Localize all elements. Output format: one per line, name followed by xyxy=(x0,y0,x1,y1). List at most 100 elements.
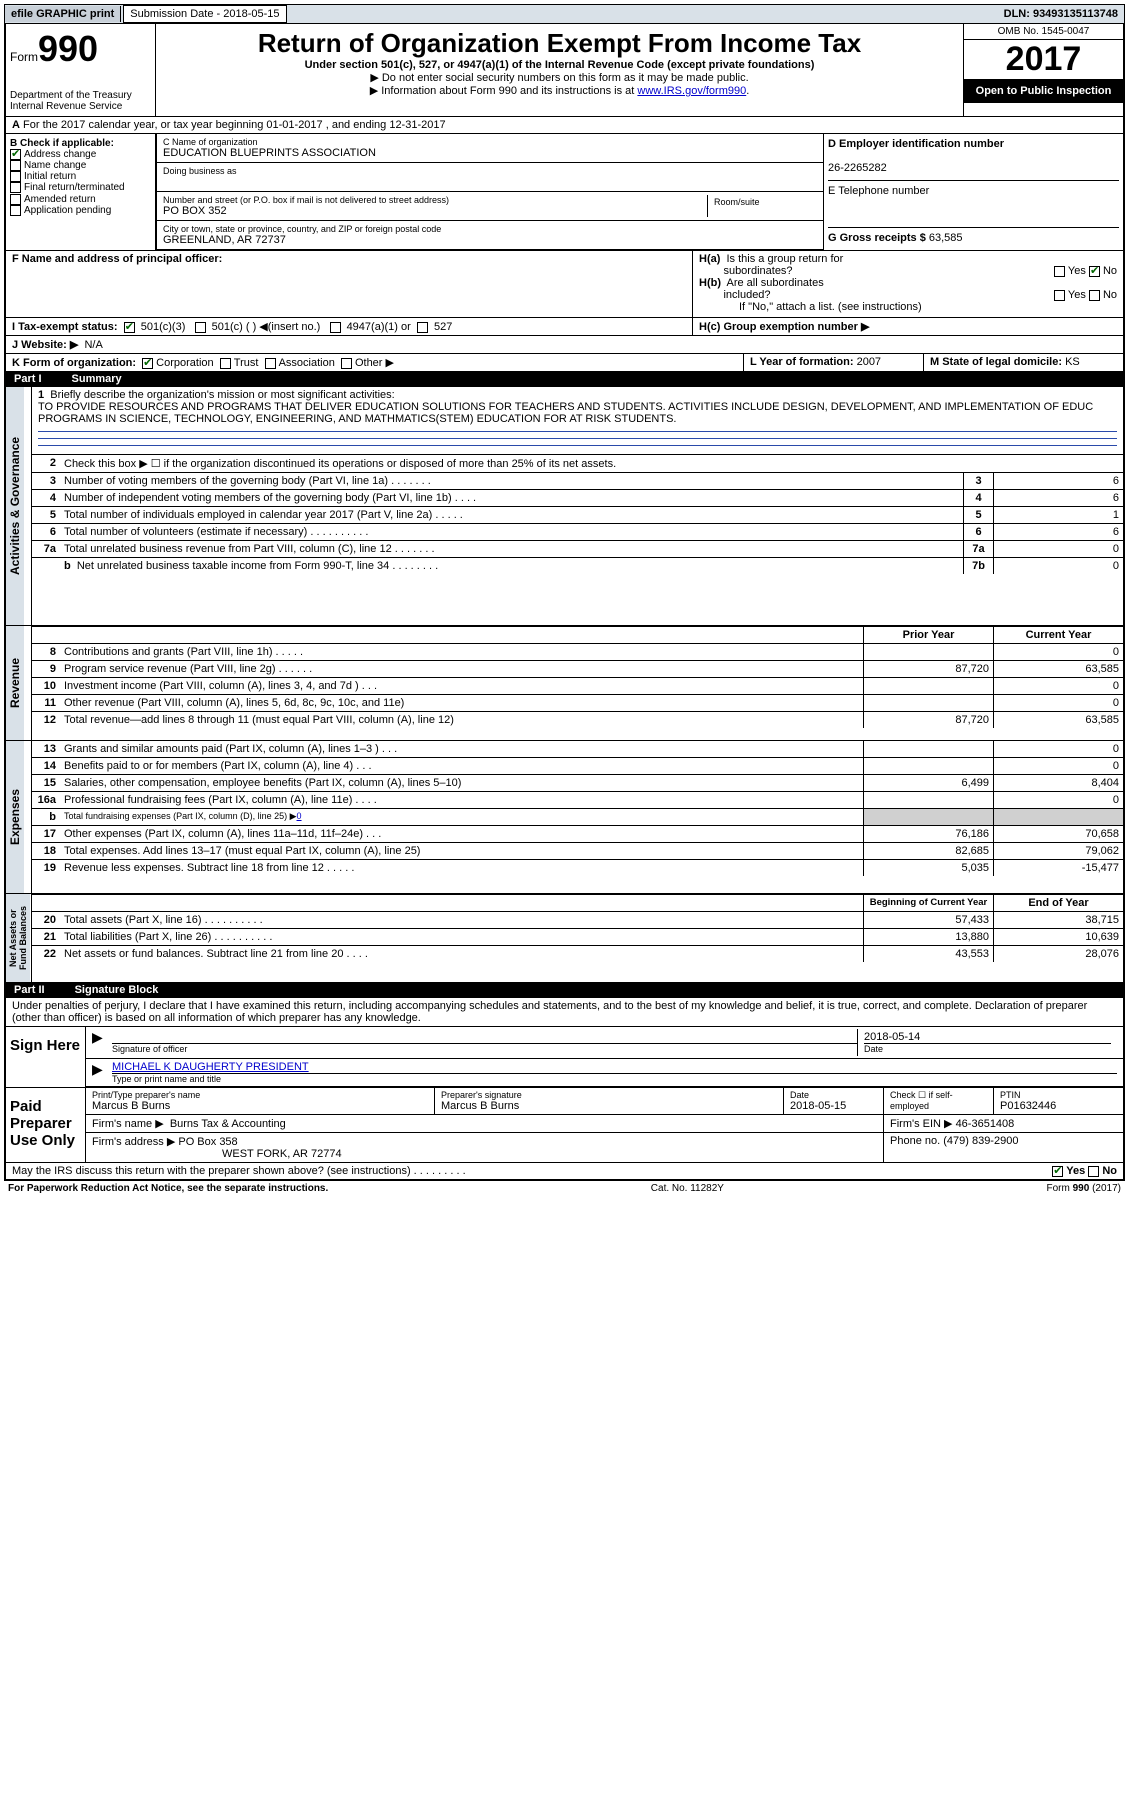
city: GREENLAND, AR 72737 xyxy=(163,234,817,246)
l5: Total number of individuals employed in … xyxy=(60,507,963,523)
k-other[interactable] xyxy=(341,358,352,369)
l7b: b Net unrelated business taxable income … xyxy=(60,558,963,574)
side-ag: Activities & Governance xyxy=(6,387,24,625)
ein: 26-2265282 xyxy=(828,162,887,174)
irs-link[interactable]: www.IRS.gov/form990 xyxy=(637,85,746,97)
side-exp: Expenses xyxy=(6,741,24,893)
l-lbl: L Year of formation: xyxy=(750,356,854,368)
part1-lbl: Part I xyxy=(14,373,42,385)
firm-ein: 46-3651408 xyxy=(956,1118,1015,1130)
l14: Benefits paid to or for members (Part IX… xyxy=(60,758,863,774)
cy17: 70,658 xyxy=(993,826,1123,842)
part1-title: Summary xyxy=(72,373,122,385)
foot-l: For Paperwork Reduction Act Notice, see … xyxy=(8,1183,328,1194)
sub2: ▶ Do not enter social security numbers o… xyxy=(160,71,959,84)
sig-date-lbl: Date xyxy=(864,1043,1111,1054)
firm-addr1: PO Box 358 xyxy=(178,1136,237,1148)
self-emp: Check ☐ if self-employed xyxy=(883,1088,993,1114)
py22: 43,553 xyxy=(863,946,993,962)
ha: H(a) Is this a group return for subordin… xyxy=(699,253,1117,277)
hb-no[interactable] xyxy=(1089,290,1100,301)
l12: Total revenue—add lines 8 through 11 (mu… xyxy=(60,712,863,728)
eoy-hdr: End of Year xyxy=(993,895,1123,911)
i-527[interactable] xyxy=(417,322,428,333)
dept: Department of the TreasuryInternal Reven… xyxy=(10,90,151,112)
firm-name: Burns Tax & Accounting xyxy=(170,1118,286,1130)
l9: Program service revenue (Part VIII, line… xyxy=(60,661,863,677)
foot-r: Form 990 (2017) xyxy=(1047,1183,1121,1194)
k-corp[interactable] xyxy=(142,358,153,369)
mission-q: Briefly describe the organization's miss… xyxy=(50,389,394,401)
street-lbl: Number and street (or P.O. box if mail i… xyxy=(163,195,707,205)
preparer-sig: Marcus B Burns xyxy=(441,1100,777,1112)
domicile: KS xyxy=(1065,356,1080,368)
l22: Net assets or fund balances. Subtract li… xyxy=(60,946,863,962)
chk-app[interactable] xyxy=(10,205,21,216)
ha-yes[interactable] xyxy=(1054,266,1065,277)
ha-no[interactable] xyxy=(1089,266,1100,277)
l16a: Professional fundraising fees (Part IX, … xyxy=(60,792,863,808)
hb-yes[interactable] xyxy=(1054,290,1065,301)
cy15: 8,404 xyxy=(993,775,1123,791)
open-public: Open to Public Inspection xyxy=(964,79,1123,103)
omb: OMB No. 1545-0047 xyxy=(964,24,1123,39)
side-net: Net Assets or Fund Balances xyxy=(6,894,30,982)
v5: 1 xyxy=(993,507,1123,523)
type-lbl: Type or print name and title xyxy=(112,1073,1117,1084)
hc: H(c) Group exemption number ▶ xyxy=(699,321,869,333)
mission: TO PROVIDE RESOURCES AND PROGRAMS THAT D… xyxy=(38,401,1093,425)
cy13: 0 xyxy=(993,741,1123,757)
year-formation: 2007 xyxy=(857,356,881,368)
c-name-lbl: C Name of organization xyxy=(163,137,817,147)
cy11: 0 xyxy=(993,695,1123,711)
dln: DLN: 93493135113748 xyxy=(998,6,1124,22)
cy20: 38,715 xyxy=(993,912,1123,928)
cy16a: 0 xyxy=(993,792,1123,808)
chk-address[interactable] xyxy=(10,149,21,160)
l11: Other revenue (Part VIII, column (A), li… xyxy=(60,695,863,711)
l15: Salaries, other compensation, employee b… xyxy=(60,775,863,791)
chk-amended[interactable] xyxy=(10,194,21,205)
sig-date: 2018-05-14 xyxy=(864,1031,920,1043)
discuss-yes[interactable] xyxy=(1052,1166,1063,1177)
py9: 87,720 xyxy=(863,661,993,677)
py21: 13,880 xyxy=(863,929,993,945)
l6: Total number of volunteers (estimate if … xyxy=(60,524,963,540)
l10: Investment income (Part VIII, column (A)… xyxy=(60,678,863,694)
sign-here: Sign Here xyxy=(6,1027,86,1087)
e-lbl: E Telephone number xyxy=(828,185,929,197)
discuss-no[interactable] xyxy=(1088,1166,1099,1177)
paid-preparer: Paid Preparer Use Only xyxy=(6,1088,86,1162)
i-lbl: I Tax-exempt status: xyxy=(12,321,118,333)
cy14: 0 xyxy=(993,758,1123,774)
i-501c3[interactable] xyxy=(124,322,135,333)
room-lbl: Room/suite xyxy=(714,197,811,207)
py17: 76,186 xyxy=(863,826,993,842)
l21: Total liabilities (Part X, line 26) . . … xyxy=(60,929,863,945)
v6: 6 xyxy=(993,524,1123,540)
chk-initial[interactable] xyxy=(10,171,21,182)
l20: Total assets (Part X, line 16) . . . . .… xyxy=(60,912,863,928)
officer-name[interactable]: MICHAEL K DAUGHERTY PRESIDENT xyxy=(112,1061,309,1073)
hb: H(b) Are all subordinates included? Yes … xyxy=(699,277,1117,301)
sub3: ▶ Information about Form 990 and its ins… xyxy=(160,84,959,97)
efile-print[interactable]: efile GRAPHIC print xyxy=(5,6,121,22)
k-assoc[interactable] xyxy=(265,358,276,369)
py19: 5,035 xyxy=(863,860,993,876)
cy9: 63,585 xyxy=(993,661,1123,677)
i-501c[interactable] xyxy=(195,322,206,333)
firm-addr2: WEST FORK, AR 72774 xyxy=(222,1148,342,1160)
chk-name[interactable] xyxy=(10,160,21,171)
k-trust[interactable] xyxy=(220,358,231,369)
prep-date: 2018-05-15 xyxy=(790,1100,877,1112)
l7a: Total unrelated business revenue from Pa… xyxy=(60,541,963,557)
i-4947[interactable] xyxy=(330,322,341,333)
discuss: May the IRS discuss this return with the… xyxy=(12,1165,1052,1177)
v7a: 0 xyxy=(993,541,1123,557)
l13: Grants and similar amounts paid (Part IX… xyxy=(60,741,863,757)
city-lbl: City or town, state or province, country… xyxy=(163,224,817,234)
sig-officer-lbl: Signature of officer xyxy=(112,1043,857,1054)
l16b-link[interactable]: 0 xyxy=(297,811,302,821)
street: PO BOX 352 xyxy=(163,205,707,217)
chk-final[interactable] xyxy=(10,182,21,193)
